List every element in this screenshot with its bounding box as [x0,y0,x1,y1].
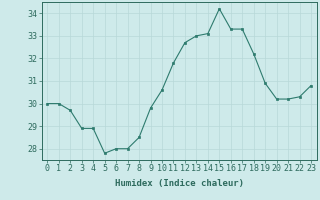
X-axis label: Humidex (Indice chaleur): Humidex (Indice chaleur) [115,179,244,188]
